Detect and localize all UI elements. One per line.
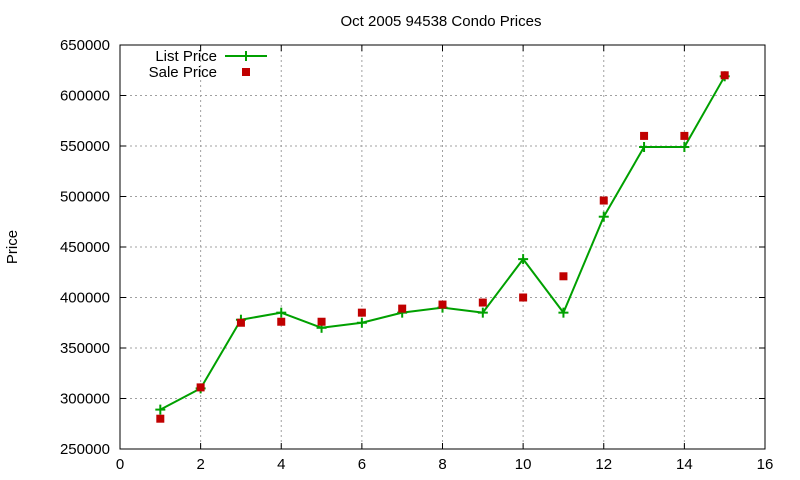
y-tick-label: 450000	[60, 239, 110, 256]
list-price-point	[679, 142, 690, 153]
list-price-point	[639, 142, 650, 153]
sale-price-point	[720, 71, 729, 80]
sale-price-point	[236, 318, 245, 327]
grid	[120, 45, 765, 449]
list-price-point	[155, 404, 166, 415]
list-price-point	[356, 317, 367, 328]
x-tick-label: 4	[277, 456, 285, 473]
sale-price-point	[559, 272, 568, 281]
sale-price-point	[599, 196, 608, 205]
sale-price-point	[438, 300, 447, 309]
x-tick-label: 14	[676, 456, 693, 473]
y-tick-label: 650000	[60, 37, 110, 54]
sale-price-point	[519, 293, 528, 302]
sale-price-point	[196, 383, 205, 392]
y-axis-label: Price	[4, 230, 21, 264]
y-tick-label: 500000	[60, 189, 110, 206]
legend-swatch-list-price-marker	[241, 51, 251, 61]
list-price-point	[558, 307, 569, 318]
x-tick-label: 0	[116, 456, 124, 473]
sale-price-point	[680, 131, 689, 140]
y-tick-label: 400000	[60, 290, 110, 307]
y-tick-label: 300000	[60, 391, 110, 408]
legend-label-sale-price: Sale Price	[149, 64, 217, 81]
sale-price-point	[640, 131, 649, 140]
legend: List Price Sale Price	[149, 48, 267, 81]
y-tick-label: 350000	[60, 340, 110, 357]
sale-price-point	[277, 317, 286, 326]
y-tick-label: 250000	[60, 441, 110, 458]
legend-swatch-sale-price-marker	[242, 68, 250, 76]
list-price-point	[518, 254, 529, 265]
chart-title: Oct 2005 94538 Condo Prices	[341, 13, 542, 30]
sale-price-point	[317, 317, 326, 326]
x-tick-label: 2	[196, 456, 204, 473]
y-tick-label: 550000	[60, 138, 110, 155]
list-price-point	[477, 307, 488, 318]
axis-ticks: 0 2 4 6 8 10 12 14 16 250000 300000 350000 400000 450…	[60, 37, 773, 473]
series-layer	[155, 71, 730, 423]
list-price-point	[598, 211, 609, 222]
y-tick-label: 600000	[60, 88, 110, 105]
sale-price-point	[357, 308, 366, 317]
x-tick-label: 6	[358, 456, 366, 473]
x-tick-label: 8	[438, 456, 446, 473]
x-tick-label: 12	[595, 456, 612, 473]
sale-price-point	[398, 304, 407, 313]
sale-price-point	[156, 414, 165, 423]
sale-price-point	[478, 298, 487, 307]
list-price-point	[276, 307, 287, 318]
legend-label-list-price: List Price	[155, 48, 217, 65]
x-tick-label: 10	[515, 456, 532, 473]
x-tick-label: 16	[757, 456, 774, 473]
